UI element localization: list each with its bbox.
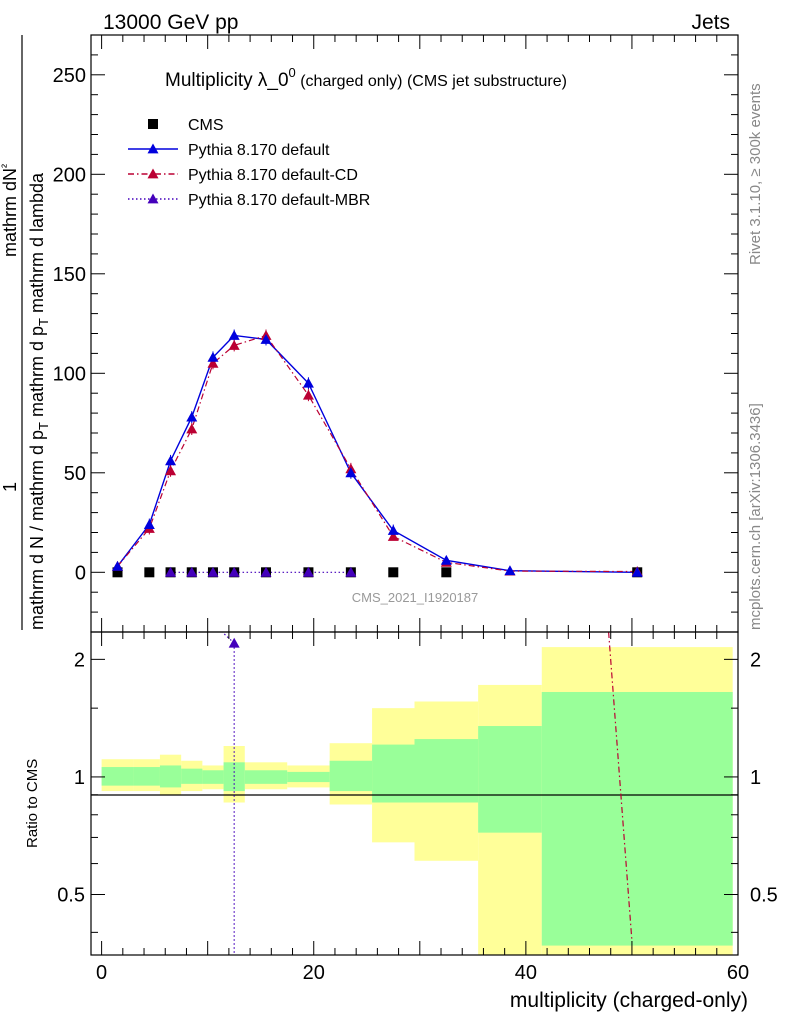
ratio-y-tick-label: 2 xyxy=(74,649,85,671)
data-point-default xyxy=(440,554,452,565)
ratio-band-inner xyxy=(414,739,479,803)
data-point-default-mbr xyxy=(207,566,219,577)
y-label-den: mathrm d N / mathrm d pT mathrm d pT mat… xyxy=(27,172,51,630)
data-point-default-mbr xyxy=(186,566,198,577)
data-point-cms xyxy=(388,567,399,578)
ratio-band-inner xyxy=(541,691,733,946)
y-tick-label: 150 xyxy=(53,264,86,286)
data-point-default xyxy=(631,566,643,577)
plot-title: Multiplicity λ_00 (charged only) (CMS je… xyxy=(165,65,567,91)
legend-item: Pythia 8.170 default xyxy=(128,142,330,159)
ratio-series xyxy=(221,631,633,955)
ratio-band-inner xyxy=(244,770,288,784)
legend-item: Pythia 8.170 default-CD xyxy=(128,167,358,184)
header-energy-label: 13000 GeV pp xyxy=(103,11,238,34)
data-point-default xyxy=(143,519,155,529)
y-tick-label: 0 xyxy=(75,562,86,584)
mcplots-label: mcplots.cern.ch [arXiv:1306.3436] xyxy=(747,403,764,630)
data-point-cms xyxy=(441,567,452,578)
data-point-default-cd xyxy=(387,530,399,541)
data-point-default xyxy=(504,565,516,576)
data-point-default-mbr xyxy=(165,566,177,577)
legend-label: Pythia 8.170 default xyxy=(188,142,330,159)
ratio-band-inner xyxy=(372,744,415,803)
ratio-x-axis: 0 20 40 60 xyxy=(96,632,749,984)
x-tick-label: 40 xyxy=(515,962,537,984)
watermark-label: CMS_2021_I1920187 xyxy=(352,590,479,605)
main-series xyxy=(112,329,643,578)
main-y-axis-label: 1 mathrm d N / mathrm d pT mathrm d pT m… xyxy=(0,35,51,630)
legend-marker xyxy=(147,143,159,154)
legend-label: CMS xyxy=(188,117,224,134)
ratio-band-inner xyxy=(287,771,330,783)
main-panel: CMS_2021_I1920187 0 50 100 150 200 250 Multip… xyxy=(0,34,739,633)
ratio-y-tick-label: 0.5 xyxy=(57,885,85,907)
y-label-num: mathrm dN² xyxy=(0,164,20,257)
data-point-default-cd xyxy=(207,357,219,368)
data-point-default-mbr xyxy=(302,566,314,577)
series-line-default xyxy=(116,334,638,573)
data-point-default-mbr xyxy=(228,566,240,577)
legend-marker xyxy=(148,119,158,129)
ratio-panel: 0.5 0.5 1 1 2 2 0 20 40 60 Ratio to CMS multipli… xyxy=(24,631,778,1012)
ratio-y-axis: 0.5 0.5 1 1 2 2 xyxy=(57,649,778,933)
data-point-default xyxy=(302,377,314,388)
data-point-default xyxy=(112,560,124,571)
x-axis-label: multiplicity (charged-only) xyxy=(510,989,748,1012)
ratio-band-inner xyxy=(202,770,224,784)
legend-label: Pythia 8.170 default-MBR xyxy=(188,192,370,209)
ratio-line-default-cd xyxy=(608,631,633,942)
legend-item: Pythia 8.170 default-MBR xyxy=(128,192,370,209)
data-point-default-mbr xyxy=(345,566,357,577)
ratio-band-inner xyxy=(478,726,542,833)
ratio-y-tick-label-right: 2 xyxy=(750,649,761,671)
data-point-default xyxy=(387,525,399,535)
legend-label: Pythia 8.170 default-CD xyxy=(188,167,358,184)
ratio-line-mbr-up xyxy=(221,631,235,644)
x-tick-label: 20 xyxy=(303,962,325,984)
data-point-default xyxy=(260,333,272,344)
ratio-y-tick-label-right: 0.5 xyxy=(750,885,778,907)
data-point-default xyxy=(228,329,240,340)
ratio-y-tick-label-right: 1 xyxy=(750,767,761,789)
data-point-default-cd xyxy=(165,465,177,476)
y-tick-label: 200 xyxy=(53,164,86,186)
rivet-version-label: Rivet 3.1.10, ≥ 300k events xyxy=(747,83,764,265)
ratio-band-inner xyxy=(101,767,134,786)
ratio-band-inner xyxy=(159,765,182,788)
ratio-y-tick-label: 1 xyxy=(74,767,85,789)
ratio-point-mbr xyxy=(228,637,240,648)
header-analysis-label: Jets xyxy=(691,11,730,34)
ratio-band-inner xyxy=(223,762,245,792)
data-point-default-cd xyxy=(228,339,240,350)
y-tick-label: 50 xyxy=(64,463,86,485)
x-tick-label: 0 xyxy=(96,962,107,984)
data-point-default xyxy=(207,351,219,362)
legend-marker xyxy=(147,193,159,204)
y-tick-label: 100 xyxy=(53,363,86,385)
ratio-band-inner xyxy=(133,767,160,786)
data-point-default xyxy=(345,467,357,478)
main-y-axis: 0 50 100 150 200 250 xyxy=(53,54,738,613)
data-point-cms xyxy=(112,567,123,578)
data-point-default-cd xyxy=(302,389,314,400)
x-tick-label: 60 xyxy=(727,962,749,984)
data-point-default xyxy=(165,455,177,466)
ratio-uncertainty-bands xyxy=(101,647,733,955)
ratio-y-axis-label: Ratio to CMS xyxy=(24,759,41,848)
ratio-band-inner xyxy=(329,760,373,792)
main-x-axis xyxy=(101,35,739,632)
legend-item: CMS xyxy=(148,117,224,134)
legend: CMS Pythia 8.170 default Pythia 8.170 defa… xyxy=(128,117,370,209)
ratio-band-inner xyxy=(181,768,203,784)
y-tick-label: 250 xyxy=(53,65,86,87)
data-point-default xyxy=(186,411,198,422)
y-label-numerator-top: 1 xyxy=(0,482,20,492)
legend-marker xyxy=(147,168,159,179)
data-point-default-mbr xyxy=(260,566,272,577)
data-point-cms xyxy=(144,567,155,578)
series-line-default-cd xyxy=(117,334,638,573)
data-point-default-cd xyxy=(186,423,198,434)
